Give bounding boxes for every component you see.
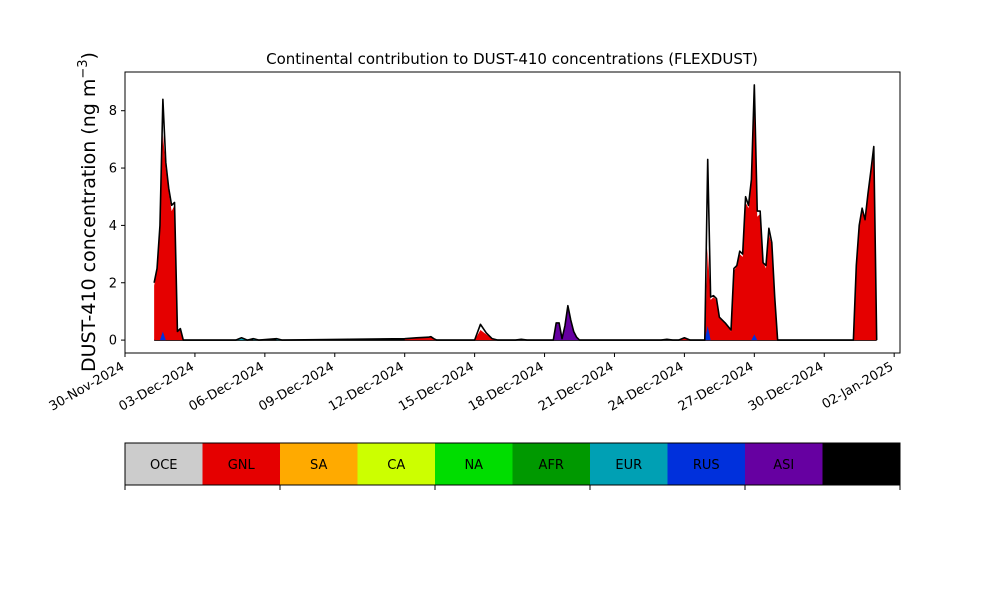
legend-label-eur: EUR: [615, 458, 642, 473]
legend-label-asi: ASI: [773, 458, 794, 473]
x-tick-label: 09-Dec-2024: [256, 359, 336, 414]
y-axis-label-exponent: −3: [76, 59, 91, 78]
legend-swatch-oce: [125, 443, 203, 485]
y-tick-label: 0: [109, 334, 117, 349]
legend-swatch-afr: [512, 443, 590, 485]
legend-swatch-rus: [667, 443, 745, 485]
y-tick-label: 2: [109, 276, 117, 291]
legend-swatch-asi: [745, 443, 823, 485]
area-gnl: [704, 93, 778, 341]
x-tick-label: 24-Dec-2024: [606, 359, 686, 414]
x-tick-label: 03-Dec-2024: [117, 359, 197, 414]
y-axis-label: DUST-410 concentration (ng m−3): [76, 52, 100, 372]
y-axis-label-text: DUST-410 concentration (ng m: [78, 79, 100, 372]
plot-area: [153, 84, 878, 341]
x-axis-ticks: 30-Nov-202403-Dec-202406-Dec-202409-Dec-…: [47, 353, 896, 415]
legend-label-na: NA: [464, 458, 483, 473]
legend-swatch-na: [435, 443, 513, 485]
legend-label-aus: AUS: [848, 458, 875, 473]
legend-label-rus: RUS: [693, 458, 720, 473]
y-axis-label-close: ): [78, 52, 100, 59]
x-tick-label: 02-Jan-2025: [820, 359, 897, 412]
legend-swatch-gnl: [202, 443, 280, 485]
legend-swatch-ca: [357, 443, 435, 485]
y-tick-label: 4: [109, 219, 117, 234]
legend: OCE GNL SA CA NA AFR EUR RUS ASI AUS: [124, 442, 901, 490]
x-tick-label: 30-Dec-2024: [746, 359, 826, 414]
area-rus: [159, 331, 166, 341]
x-tick-label: 12-Dec-2024: [326, 359, 406, 414]
legend-label-ca: CA: [387, 458, 405, 473]
x-tick-label: 21-Dec-2024: [536, 359, 616, 414]
x-tick-label: 18-Dec-2024: [466, 359, 546, 414]
legend-label-afr: AFR: [539, 458, 564, 473]
y-axis-ticks: 0 2 4 6 8: [109, 104, 125, 349]
legend-label-sa: SA: [310, 458, 327, 473]
legend-label-oce: OCE: [150, 458, 178, 473]
legend-frame: [124, 442, 901, 486]
y-tick-label: 6: [109, 162, 117, 177]
legend-swatch-aus: [822, 443, 900, 485]
chart-title: Continental contribution to DUST-410 con…: [266, 50, 758, 68]
legend-swatch-sa: [280, 443, 358, 485]
x-tick-label: 27-Dec-2024: [676, 359, 756, 414]
area-gnl: [474, 330, 498, 341]
plot-frame: [124, 71, 901, 354]
series-gnl: [154, 93, 877, 341]
area-rus: [751, 334, 758, 341]
x-tick-label: 06-Dec-2024: [186, 359, 266, 414]
x-tick-label: 15-Dec-2024: [396, 359, 476, 414]
area-rus: [704, 325, 711, 341]
y-tick-label: 8: [109, 104, 117, 119]
series-rus: [159, 325, 758, 341]
legend-label-gnl: GNL: [228, 458, 256, 473]
area-gnl: [853, 150, 877, 341]
legend-swatch-eur: [590, 443, 668, 485]
total-line: [153, 84, 878, 341]
